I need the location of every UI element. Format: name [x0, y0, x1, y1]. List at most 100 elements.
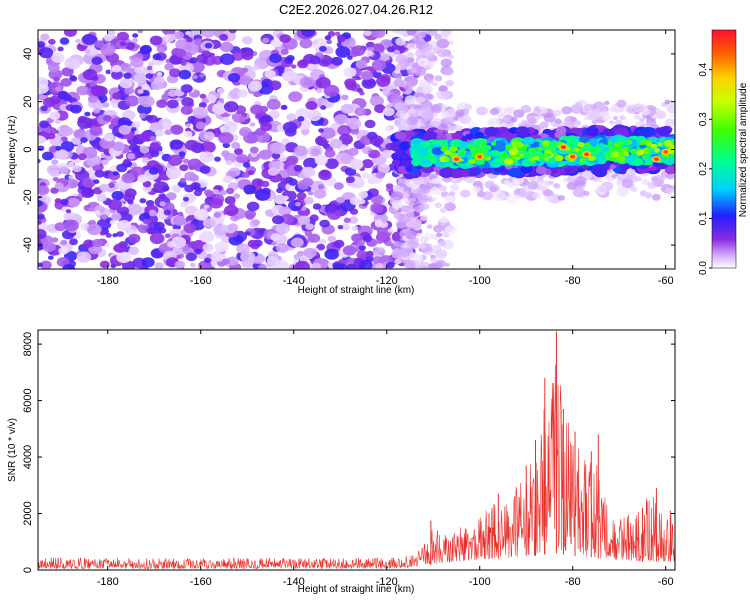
heat-cell — [622, 154, 636, 164]
heat-cell — [121, 172, 135, 184]
heat-cell — [374, 219, 383, 226]
heat-cell — [400, 65, 407, 71]
heat-cell — [578, 136, 590, 144]
heat-cell — [345, 176, 355, 184]
heat-cell — [630, 148, 638, 154]
heat-cell — [585, 126, 599, 137]
heat-cell — [84, 111, 91, 117]
heat-cell — [212, 189, 220, 195]
colorbar-tick-label: 0.3 — [698, 112, 709, 126]
heat-cell — [189, 57, 198, 64]
heat-cell — [587, 155, 596, 162]
heat-cell — [63, 219, 79, 232]
heat-cell — [219, 33, 229, 41]
heat-cell — [60, 136, 68, 142]
heat-cell — [401, 197, 409, 203]
heat-cell — [303, 53, 317, 64]
heat-cell — [186, 37, 193, 43]
heat-cell — [601, 109, 610, 116]
x-tick-label: -160 — [190, 275, 212, 287]
heat-cell — [420, 236, 429, 243]
heat-cell — [299, 38, 313, 49]
heat-cell — [288, 91, 303, 103]
heat-cell — [545, 153, 552, 158]
heat-cell — [42, 151, 54, 161]
heat-cell — [603, 151, 612, 158]
heat-cell — [397, 247, 411, 258]
heat-cell — [585, 142, 590, 146]
heat-cell — [303, 157, 318, 169]
heat-cell — [51, 52, 65, 63]
heat-cell — [38, 41, 46, 48]
heat-cell — [222, 175, 233, 183]
heat-cell — [164, 233, 171, 239]
heat-cell — [581, 158, 587, 162]
heat-cell — [324, 149, 336, 158]
x-tick-label: -120 — [376, 576, 398, 588]
heat-cell — [350, 127, 360, 135]
heat-cell — [243, 184, 257, 195]
heat-cell — [430, 257, 438, 264]
heat-cell — [101, 214, 108, 220]
heat-cell — [502, 114, 515, 124]
heat-peak — [584, 152, 590, 157]
heat-cell — [354, 107, 366, 117]
heat-cell — [47, 63, 60, 73]
heat-cell — [280, 213, 294, 224]
heat-cell — [212, 103, 227, 115]
heat-cell — [282, 121, 298, 133]
heat-cell — [523, 144, 529, 148]
heat-cell — [105, 233, 112, 238]
heat-cell — [123, 158, 130, 164]
heat-cell — [178, 69, 192, 80]
heat-cell — [376, 75, 391, 87]
heat-cell — [316, 136, 328, 145]
heat-cell — [622, 140, 630, 146]
heat-cell — [341, 94, 349, 101]
heat-cell — [246, 201, 260, 212]
heat-cell — [69, 238, 78, 246]
heat-cell — [512, 158, 518, 163]
heat-cell — [515, 194, 522, 200]
heat-cell — [437, 240, 447, 247]
heat-cell — [150, 80, 164, 91]
x-tick-label: -140 — [283, 275, 305, 287]
heat-cell — [180, 61, 187, 66]
heat-cell — [73, 129, 86, 139]
heat-cell — [231, 51, 245, 61]
heat-cell — [349, 159, 364, 170]
heat-cell — [369, 149, 381, 159]
heat-cell — [426, 224, 433, 229]
heat-cell — [444, 202, 456, 212]
heat-cell — [237, 89, 248, 98]
heat-cell — [131, 127, 137, 132]
heat-cell — [222, 116, 230, 123]
heat-cell — [666, 173, 675, 180]
heat-cell — [112, 233, 118, 238]
heat-cell — [59, 166, 69, 175]
heat-cell — [128, 233, 141, 244]
heat-cell — [576, 142, 585, 148]
heat-cell — [180, 84, 193, 94]
heat-cell — [110, 212, 122, 221]
heat-cell — [413, 205, 424, 213]
heat-cell — [169, 139, 184, 150]
heat-cell — [296, 192, 307, 200]
heat-cell — [324, 248, 339, 260]
heat-cell — [94, 210, 101, 216]
heat-cell — [181, 97, 194, 107]
heat-cell — [91, 75, 99, 81]
heat-cell — [65, 209, 72, 214]
heat-cell — [195, 121, 206, 130]
heat-cell — [127, 153, 136, 160]
x-tick-label: -160 — [190, 576, 212, 588]
heat-cell — [393, 240, 403, 248]
heat-cell — [199, 93, 207, 99]
heat-cell — [645, 118, 657, 127]
heat-cell — [420, 215, 428, 222]
heat-cell — [38, 213, 45, 220]
heat-cell — [133, 73, 147, 84]
heat-cell — [439, 207, 447, 213]
heat-cell — [178, 151, 186, 157]
